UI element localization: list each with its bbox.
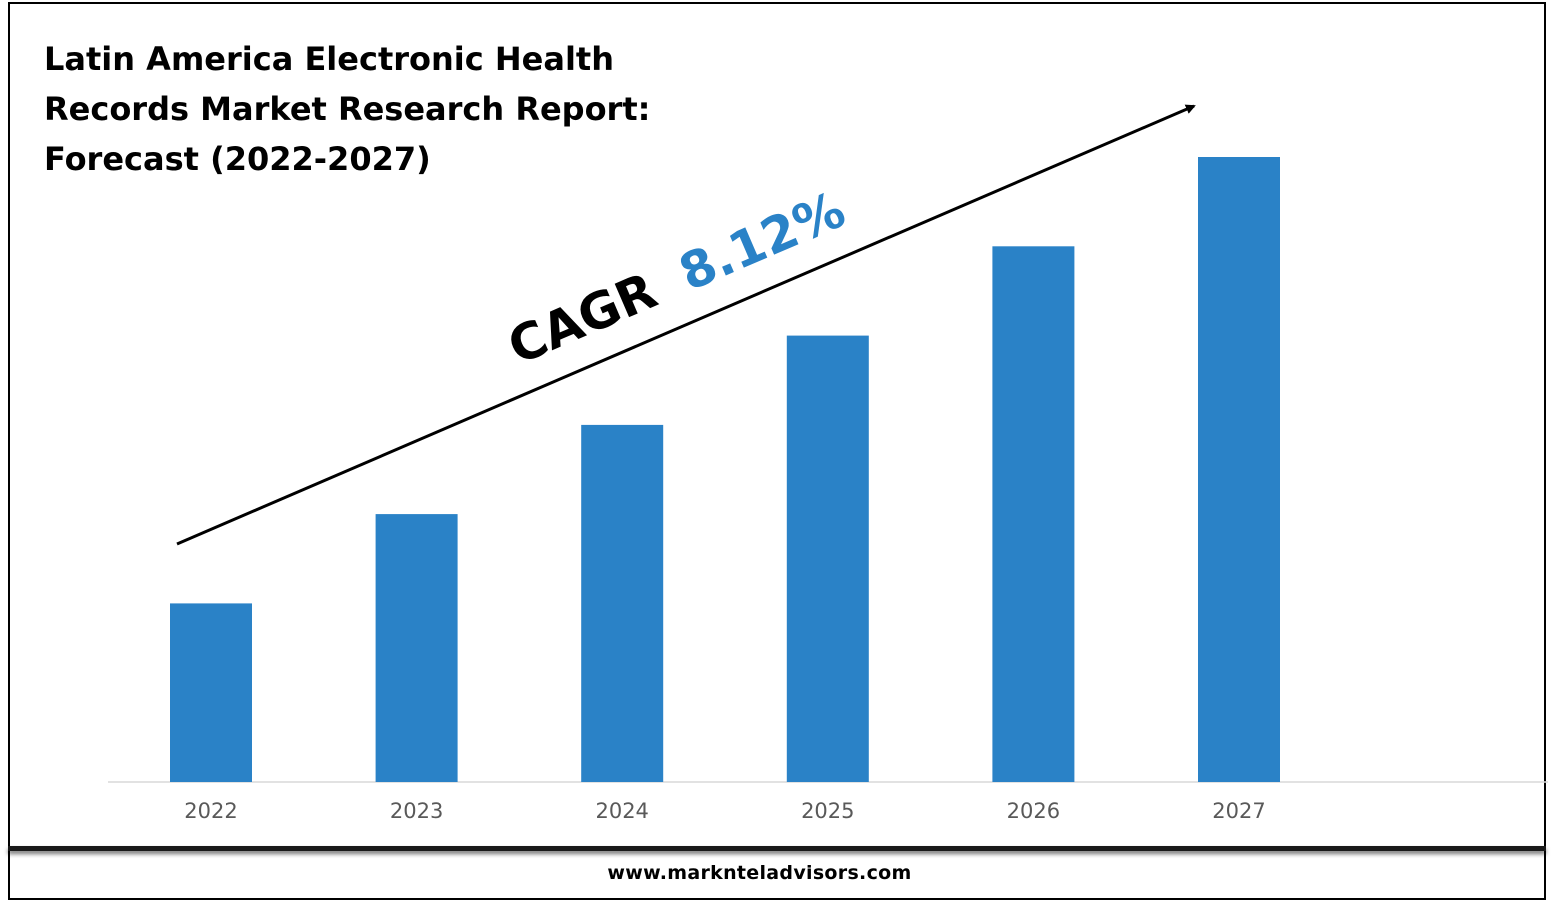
- cagr-value: 8.12%: [671, 180, 853, 302]
- bar-2026: [992, 246, 1075, 783]
- website-link[interactable]: www.marknteladvisors.com: [607, 862, 912, 884]
- x-tick-label: 2023: [390, 799, 443, 823]
- bar-2024: [581, 424, 664, 782]
- trend-arrow: [176, 104, 1196, 546]
- bar-2022: [170, 603, 252, 782]
- footer-divider: [8, 846, 1546, 851]
- bar-chart: 2022 2023 2024 2025 2026 2027 CAGR 8.12%: [108, 104, 1548, 823]
- chart-title: Latin America Electronic Health Records …: [44, 40, 651, 178]
- x-tick-label: 2026: [1007, 799, 1060, 823]
- bar-2025: [786, 335, 869, 782]
- x-tick-label: 2025: [801, 799, 854, 823]
- cagr-label: CAGR: [500, 261, 665, 376]
- x-tick-label: 2022: [184, 799, 237, 823]
- bar-2023: [375, 514, 458, 782]
- x-tick-label: 2024: [595, 799, 648, 823]
- x-tick-label: 2027: [1212, 799, 1265, 823]
- bar-2027: [1198, 157, 1280, 782]
- chart-frame: [8, 2, 1546, 900]
